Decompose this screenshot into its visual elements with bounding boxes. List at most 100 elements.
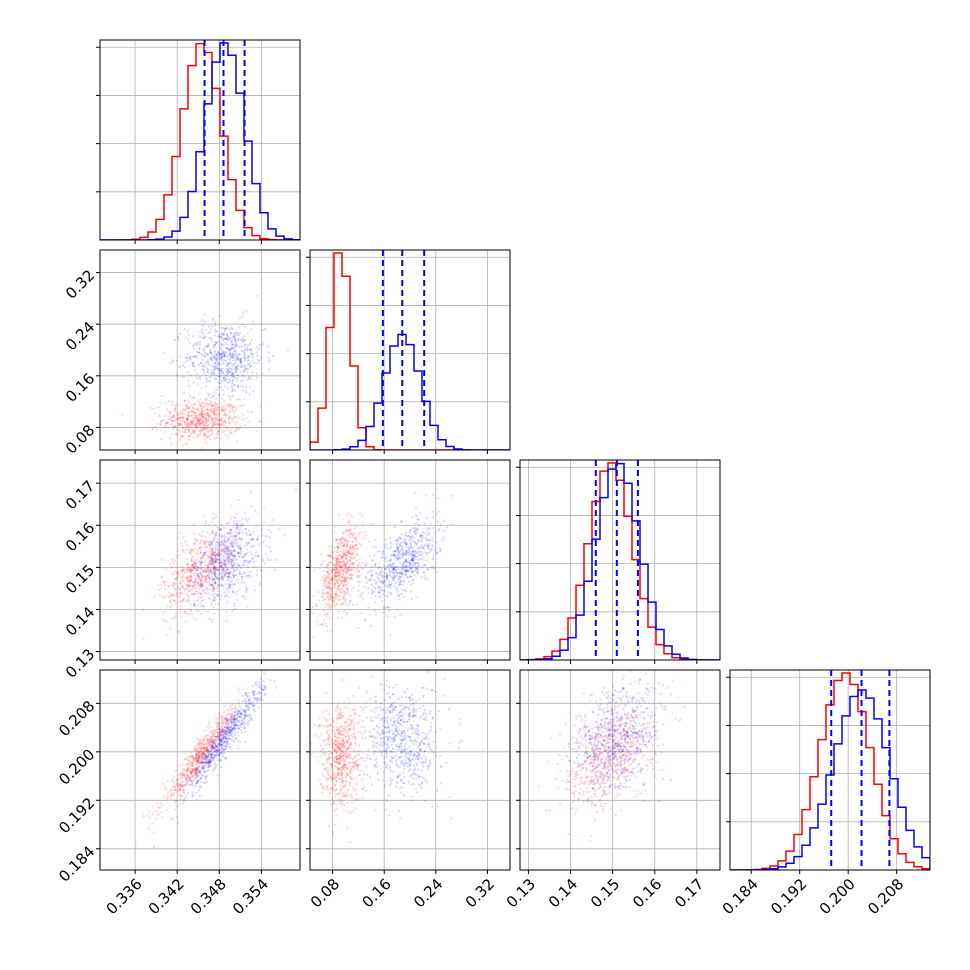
sample-point: [216, 358, 219, 361]
sample-point: [331, 551, 334, 554]
sample-point: [344, 553, 347, 556]
sample-point: [189, 576, 192, 579]
sample-point: [215, 554, 218, 557]
sample-point: [338, 570, 341, 573]
sample-point: [348, 533, 351, 536]
sample-point: [264, 687, 267, 690]
sample-point: [193, 583, 197, 587]
sample-point: [340, 616, 343, 619]
sample-point: [210, 556, 213, 559]
sample-point: [227, 531, 231, 534]
sample-point: [219, 566, 222, 569]
sample-point: [187, 578, 190, 581]
sample-point: [191, 345, 194, 348]
sample-point: [212, 740, 215, 743]
sample-point: [337, 578, 340, 581]
sample-point: [207, 564, 210, 567]
sample-point: [199, 572, 202, 575]
sample-point: [224, 563, 227, 566]
sample-point: [216, 745, 219, 748]
sample-point: [210, 421, 213, 424]
sample-point: [347, 577, 350, 580]
sample-point: [181, 566, 184, 569]
sample-point: [200, 780, 203, 784]
sample-point: [399, 536, 402, 540]
sample-point: [238, 551, 241, 554]
sample-point: [219, 584, 222, 588]
sample-point: [218, 423, 221, 427]
sample-point: [223, 735, 226, 738]
sample-point: [164, 596, 167, 599]
sample-point: [210, 737, 213, 740]
sample-point: [194, 414, 197, 417]
sample-point: [261, 688, 265, 691]
sample-point: [216, 569, 220, 572]
sample-point: [213, 581, 216, 584]
sample-point: [220, 356, 223, 359]
sample-point: [228, 732, 231, 735]
sample-point: [217, 554, 220, 557]
sample-point: [327, 592, 330, 595]
sample-point: [148, 816, 151, 819]
sample-point: [410, 546, 413, 549]
sample-point: [191, 761, 194, 764]
sample-point: [190, 427, 193, 430]
sample-point: [200, 410, 203, 413]
sample-point: [202, 757, 205, 761]
sample-point: [332, 531, 335, 534]
sample-point: [204, 520, 207, 523]
sample-point: [205, 742, 208, 745]
sample-point: [345, 554, 348, 557]
sample-point: [187, 580, 190, 583]
sample-point: [392, 565, 395, 568]
sample-point: [199, 743, 202, 746]
sample-point: [219, 346, 222, 349]
sample-point: [242, 717, 245, 720]
sample-point: [230, 558, 233, 561]
sample-point: [196, 558, 199, 561]
sample-point: [168, 400, 171, 403]
sample-point: [195, 426, 198, 429]
sample-point: [227, 540, 231, 543]
sample-point: [396, 547, 400, 551]
sample-point: [178, 587, 181, 590]
sample-point: [234, 519, 237, 522]
sample-point: [364, 534, 367, 537]
sample-point: [248, 533, 251, 537]
sample-point: [380, 580, 383, 583]
sample-point: [200, 746, 203, 750]
sample-point: [192, 563, 195, 566]
sample-point: [233, 718, 236, 721]
sample-point: [210, 551, 214, 554]
sample-point: [214, 766, 217, 769]
sample-point: [180, 600, 183, 603]
sample-point: [197, 763, 200, 767]
sample-point: [334, 597, 337, 600]
sample-point: [222, 742, 225, 745]
sample-point: [205, 747, 209, 750]
sample-point: [226, 372, 229, 376]
sample-point: [179, 774, 182, 777]
sample-point: [218, 528, 221, 531]
sample-point: [171, 617, 174, 620]
sample-point: [231, 727, 234, 730]
sample-point: [226, 405, 229, 408]
sample-point: [234, 409, 237, 412]
sample-point: [373, 601, 376, 604]
sample-point: [349, 545, 352, 548]
sample-point: [207, 343, 210, 346]
sample-point: [185, 568, 188, 571]
sample-point: [224, 595, 227, 599]
sample-point: [220, 730, 223, 733]
sample-point: [221, 408, 224, 412]
sample-point: [161, 619, 164, 622]
sample-point: [198, 596, 201, 599]
sample-point: [347, 521, 350, 524]
sample-point: [210, 744, 213, 747]
sample-point: [256, 354, 259, 357]
sample-point: [221, 371, 225, 374]
sample-point: [232, 727, 235, 730]
sample-point: [237, 734, 240, 737]
sample-point: [218, 722, 221, 725]
sample-point: [212, 539, 215, 542]
